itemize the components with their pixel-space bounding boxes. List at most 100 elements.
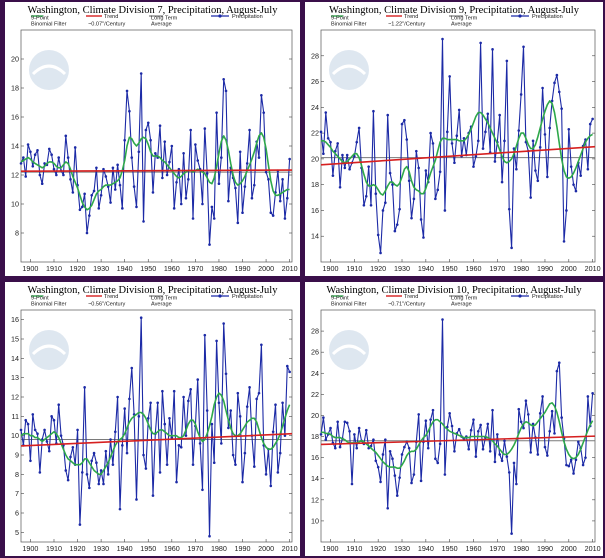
- x-tick-label: 1940: [117, 544, 133, 553]
- legend-trend-rate: ~0.56"/Century: [88, 302, 125, 308]
- precipitation-point: [38, 173, 42, 177]
- precipitation-point: [191, 217, 195, 220]
- precipitation-point: [498, 453, 501, 456]
- precipitation-point: [252, 183, 256, 187]
- precipitation-point: [238, 150, 242, 154]
- noaa-logo-icon: [329, 330, 369, 370]
- precipitation-point: [194, 143, 197, 146]
- precipitation-point: [336, 420, 339, 424]
- precipitation-point: [212, 461, 216, 465]
- x-tick-label: 2010: [585, 264, 601, 273]
- precipitation-point: [224, 89, 228, 93]
- x-tick-label: 1970: [489, 544, 505, 553]
- precipitation-point: [503, 139, 506, 143]
- precipitation-point: [248, 128, 251, 132]
- precipitation-point: [455, 134, 459, 137]
- precipitation-point: [462, 136, 466, 140]
- precipitation-point: [541, 395, 544, 398]
- precipitation-point: [198, 442, 202, 445]
- precipitation-point: [529, 196, 532, 199]
- precipitation-point: [90, 459, 93, 463]
- precipitation-point: [393, 474, 397, 477]
- precipitation-point: [386, 506, 390, 510]
- precipitation-point: [104, 449, 108, 453]
- noaa-logo-disc: [29, 330, 69, 370]
- precipitation-point: [476, 139, 480, 143]
- x-tick-label: 1930: [394, 544, 410, 553]
- precipitation-point: [146, 416, 150, 420]
- precipitation-point: [276, 471, 280, 474]
- precipitation-point: [161, 176, 164, 180]
- circle-marker-icon: [218, 294, 222, 298]
- precipitation-point: [203, 333, 207, 337]
- chart-panel-division-7: Washington, Climate Division 7, Precipit…: [5, 2, 300, 276]
- precipitation-point: [338, 445, 342, 449]
- precipitation-point: [381, 453, 385, 456]
- precipitation-point: [151, 494, 155, 497]
- precipitation-point: [510, 246, 513, 250]
- precipitation-point: [57, 156, 61, 159]
- x-tick-label: 1970: [187, 544, 203, 553]
- precipitation-point: [172, 389, 176, 393]
- precipitation-point: [123, 138, 126, 142]
- precipitation-point: [102, 482, 105, 486]
- precipitation-point: [562, 240, 566, 243]
- y-tick-label: 14: [311, 232, 319, 241]
- precipitation-point: [224, 372, 228, 376]
- precipitation-point: [476, 429, 480, 433]
- precipitation-point: [410, 481, 413, 485]
- precipitation-point: [156, 401, 159, 405]
- precipitation-point: [31, 165, 35, 168]
- legend-average-label: Average: [451, 22, 472, 28]
- precipitation-point: [88, 486, 91, 490]
- legend-trend-rate: ~0.71"/Century: [388, 302, 425, 308]
- x-tick-label: 2000: [258, 544, 274, 553]
- legend-filter-label: 9-Point: [331, 16, 349, 22]
- precipitation-point: [165, 173, 169, 177]
- y-tick-label: 16: [11, 113, 19, 122]
- y-tick-label: 13: [11, 373, 19, 382]
- precipitation-point: [522, 426, 525, 430]
- precipitation-point: [40, 182, 44, 185]
- precipitation-point: [73, 146, 77, 149]
- precipitation-point: [524, 399, 528, 402]
- x-tick-label: 1910: [346, 544, 362, 553]
- chart-panel-division-10: Washington, Climate Division 10, Precipi…: [305, 282, 603, 556]
- precipitation-point: [59, 434, 63, 437]
- precipitation-point: [255, 397, 258, 401]
- precipitation-point: [419, 479, 423, 483]
- precipitation-point: [450, 142, 454, 145]
- chart-title: Washington, Climate Division 7, Precipit…: [28, 5, 279, 16]
- precipitation-point: [26, 422, 30, 426]
- x-tick-label: 1940: [117, 264, 133, 273]
- chart-title: Washington, Climate Division 10, Precipi…: [326, 285, 582, 296]
- precipitation-point: [288, 370, 291, 374]
- precipitation-point: [142, 453, 145, 457]
- precipitation-point: [550, 409, 554, 413]
- precipitation-point: [66, 156, 70, 159]
- legend-average-label: Long Term: [451, 296, 478, 302]
- precipitation-point: [135, 205, 138, 209]
- y-tick-label: 22: [311, 390, 319, 399]
- precipitation-point: [522, 45, 525, 49]
- x-tick-label: 1990: [537, 544, 553, 553]
- precipitation-point: [184, 196, 188, 200]
- precipitation-point: [83, 192, 86, 196]
- precipitation-point: [252, 465, 256, 468]
- precipitation-point: [436, 188, 440, 192]
- precipitation-point: [50, 415, 53, 418]
- precipitation-point: [69, 178, 72, 181]
- precipitation-point: [384, 201, 387, 205]
- y-tick-label: 14: [11, 354, 19, 363]
- legend-trend-rate: ~1.22"/Century: [388, 22, 425, 28]
- circle-marker-icon: [518, 14, 522, 18]
- precipitation-point: [348, 167, 351, 171]
- precipitation-point: [92, 189, 96, 193]
- x-tick-label: 1950: [140, 264, 156, 273]
- precipitation-point: [22, 156, 25, 159]
- legend-average-label: Long Term: [151, 16, 178, 22]
- precipitation-point: [333, 446, 337, 450]
- precipitation-point: [345, 153, 349, 157]
- precipitation-point: [379, 251, 382, 255]
